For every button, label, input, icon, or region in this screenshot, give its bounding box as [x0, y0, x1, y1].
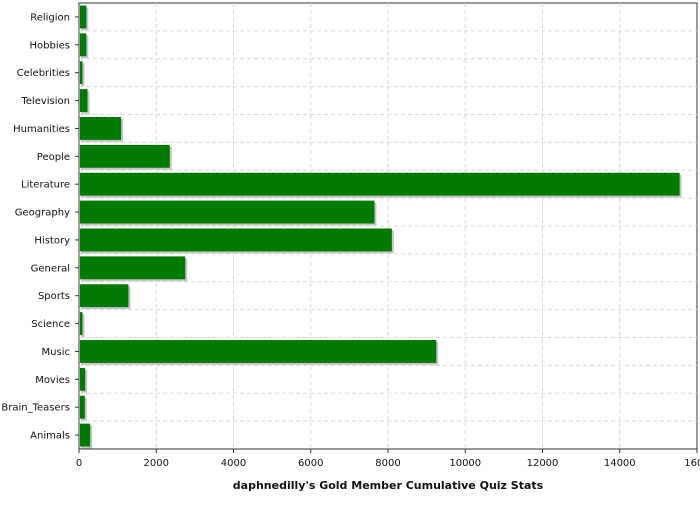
bar [80, 33, 87, 57]
x-tick-label: 12000 [527, 458, 559, 469]
bar [80, 5, 87, 29]
y-category-label: Religion [30, 12, 70, 23]
x-axis-label: daphnedilly's Gold Member Cumulative Qui… [233, 479, 544, 492]
bar [80, 340, 437, 363]
bar-shadow [81, 314, 85, 337]
y-category-label: People [37, 152, 70, 163]
x-tick-label: 6000 [298, 458, 323, 469]
bar [80, 200, 375, 224]
bar [80, 367, 86, 391]
x-tick-label: 8000 [375, 458, 400, 469]
x-tick-label: 0 [76, 458, 82, 469]
y-category-label: Music [42, 347, 70, 358]
y-category-label: Celebrities [17, 68, 70, 79]
y-category-label: Literature [21, 180, 70, 191]
y-category-label: Brain_Teasers [1, 403, 70, 414]
y-category-label: Science [31, 319, 70, 330]
bar [80, 284, 129, 308]
grid-layer [78, 2, 698, 450]
y-category-label: Geography [15, 208, 70, 219]
x-tick-label: 14000 [604, 458, 636, 469]
bar [80, 61, 83, 85]
y-category-label: Television [20, 96, 70, 107]
bar [80, 312, 83, 335]
bar [80, 228, 392, 252]
axis-layer: 0 2000 4000 6000 8000 10000 12000 14000 1600 Reli… [1, 12, 700, 469]
bar [80, 117, 122, 140]
bar [80, 144, 170, 168]
y-category-label: History [34, 235, 70, 246]
y-category-label: General [31, 263, 70, 274]
bar [80, 256, 186, 280]
y-category-label: Animals [30, 431, 70, 442]
y-category-label: Movies [35, 375, 70, 386]
bars-layer [80, 5, 682, 449]
y-category-label: Hobbies [30, 40, 70, 51]
x-tick-label: 1600 [684, 458, 700, 469]
x-tick-label: 4000 [221, 458, 246, 469]
bar-shadow [81, 63, 85, 87]
bar [80, 423, 91, 447]
y-category-label: Sports [38, 291, 70, 302]
bar [80, 89, 88, 112]
x-tick-label: 10000 [449, 458, 481, 469]
y-category-label: Humanities [13, 124, 70, 135]
bar [80, 395, 85, 419]
x-tick-label: 2000 [144, 458, 169, 469]
bar [80, 172, 680, 196]
